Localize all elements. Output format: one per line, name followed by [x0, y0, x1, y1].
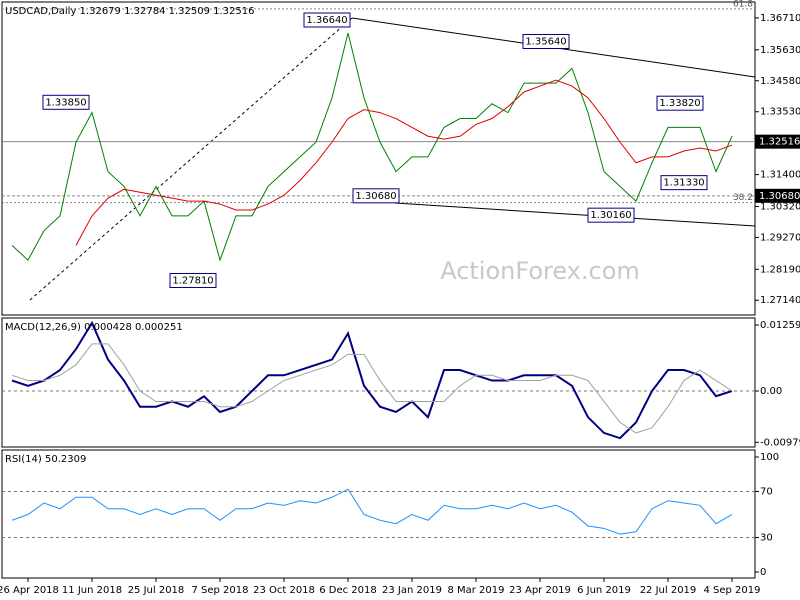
price-tag-label: 1.30680: [759, 191, 800, 202]
y-tick-label: 1.35630: [760, 45, 800, 56]
y-tick-label: 70: [760, 487, 773, 498]
panel-frame: [1, 449, 756, 579]
y-tick-label: 1.33530: [760, 107, 800, 118]
panel-frame: [1, 317, 756, 448]
y-tick-label: 1.34580: [760, 76, 800, 87]
trend-line: [394, 202, 756, 227]
x-tick-label: 23 Oct 2018: [253, 585, 315, 596]
watermark: ActionForex.com: [440, 257, 640, 285]
x-tick-label: 26 Apr 2018: [0, 585, 59, 596]
panel-title: MACD(12,26,9) 0.000428 0.000251: [5, 322, 183, 333]
y-tick-label: 1.30320: [760, 201, 800, 212]
y-tick-label: 1.28190: [760, 264, 800, 275]
x-tick-label: 6 Dec 2018: [319, 585, 377, 596]
annotation-label: 1.36640: [306, 15, 347, 26]
fib-label: 61.8: [733, 0, 753, 9]
annotation-label: 1.30680: [355, 191, 396, 202]
y-tick-label: 1.27140: [760, 295, 800, 306]
series-line: [11, 488, 733, 535]
panel-frame: [1, 1, 756, 316]
annotation-box: [656, 95, 704, 111]
y-tick-label: 0.012599: [760, 320, 800, 331]
annotation-box: [352, 188, 400, 204]
price-tag: [755, 188, 800, 203]
annotation-label: 1.33850: [45, 97, 86, 108]
x-tick-label: 8 Mar 2019: [447, 585, 504, 596]
annotation-label: 1.35640: [525, 36, 566, 47]
y-tick-label: 30: [760, 533, 773, 544]
y-tick-label: 1.29270: [760, 232, 800, 243]
annotation-box: [587, 207, 635, 223]
y-tick-label: 100: [760, 452, 779, 463]
annotation-label: 1.30160: [590, 210, 631, 221]
y-tick-label: 0.00: [760, 386, 782, 397]
x-tick-label: 22 Jul 2019: [640, 585, 697, 596]
annotation-label: 1.33820: [659, 98, 700, 109]
y-tick-label: 0: [760, 567, 766, 578]
annotation-box: [660, 175, 708, 191]
x-tick-label: 11 Jun 2018: [62, 585, 122, 596]
annotation-label: 1.31330: [663, 178, 704, 189]
trend-line: [29, 17, 353, 301]
annotation-label: 1.27810: [172, 275, 213, 286]
annotation-box: [303, 12, 351, 28]
y-tick-label: -0.00979: [760, 437, 800, 448]
panel-title: USDCAD,Daily 1.32679 1.32784 1.32509 1.3…: [5, 6, 255, 17]
x-tick-label: 23 Apr 2019: [509, 585, 571, 596]
series-line: [11, 320, 733, 440]
price-tag: [755, 134, 800, 149]
x-tick-label: 7 Sep 2018: [191, 585, 248, 596]
annotation-box: [522, 33, 570, 49]
x-tick-label: 4 Sep 2019: [703, 585, 760, 596]
series-line: [11, 32, 733, 262]
annotation-box: [42, 94, 90, 110]
price-tag-label: 1.32516: [759, 137, 800, 148]
y-tick-label: 1.31400: [760, 170, 800, 181]
annotation-box: [169, 272, 217, 288]
x-tick-label: 6 Jun 2019: [577, 585, 631, 596]
x-tick-label: 23 Jan 2019: [382, 585, 442, 596]
panel-title: RSI(14) 50.2309: [5, 454, 86, 465]
y-tick-label: 1.36710: [760, 13, 800, 24]
series-line: [75, 79, 733, 246]
x-tick-label: 25 Jul 2018: [128, 585, 185, 596]
fib-label: 38.2: [733, 193, 753, 203]
series-line: [11, 343, 733, 434]
